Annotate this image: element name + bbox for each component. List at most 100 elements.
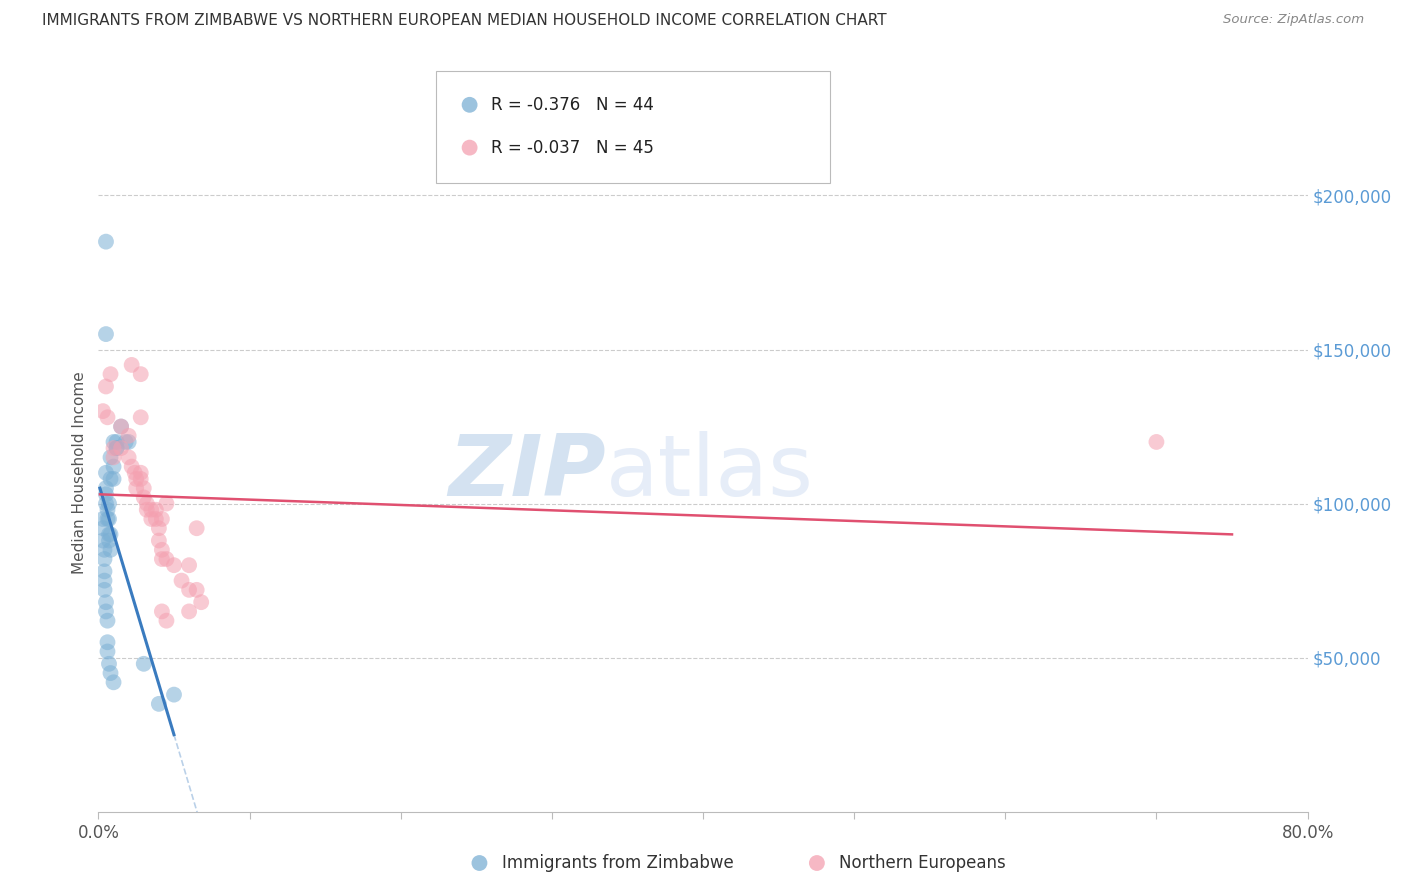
- Point: [100, 367, 122, 381]
- Point: [96, 502, 118, 516]
- Point: [98, 512, 121, 526]
- Text: Northern Europeans: Northern Europeans: [839, 855, 1007, 872]
- Point: [155, 552, 177, 566]
- Point: [186, 582, 208, 597]
- Point: [94, 595, 117, 609]
- Point: [94, 604, 117, 618]
- Text: IMMIGRANTS FROM ZIMBABWE VS NORTHERN EUROPEAN MEDIAN HOUSEHOLD INCOME CORRELATIO: IMMIGRANTS FROM ZIMBABWE VS NORTHERN EUR…: [42, 13, 887, 29]
- Point: [150, 552, 173, 566]
- Point: [105, 434, 128, 449]
- Point: [103, 434, 125, 449]
- Point: [1144, 434, 1167, 449]
- Point: [100, 666, 122, 681]
- Point: [103, 675, 125, 690]
- Point: [155, 614, 177, 628]
- Point: [148, 697, 170, 711]
- Point: [100, 450, 122, 465]
- Point: [190, 595, 212, 609]
- Point: [132, 491, 155, 505]
- Text: Source: ZipAtlas.com: Source: ZipAtlas.com: [1223, 13, 1364, 27]
- Point: [91, 404, 114, 418]
- Point: [96, 614, 118, 628]
- Point: [100, 472, 122, 486]
- Point: [150, 542, 173, 557]
- Point: [121, 358, 143, 372]
- Point: [96, 410, 118, 425]
- Point: [105, 441, 128, 455]
- Point: [94, 379, 117, 393]
- Point: [93, 582, 115, 597]
- Point: [132, 657, 155, 671]
- Point: [806, 856, 828, 871]
- Point: [186, 521, 208, 535]
- Point: [124, 466, 146, 480]
- Point: [103, 441, 125, 455]
- Point: [150, 512, 173, 526]
- Point: [150, 604, 173, 618]
- Point: [458, 140, 481, 155]
- Point: [94, 235, 117, 249]
- Point: [94, 327, 117, 342]
- Point: [170, 574, 193, 588]
- Point: [103, 459, 125, 474]
- Point: [148, 533, 170, 548]
- Point: [98, 533, 121, 548]
- Point: [141, 512, 163, 526]
- Point: [141, 502, 163, 516]
- Point: [155, 497, 177, 511]
- Point: [96, 635, 118, 649]
- Point: [98, 527, 121, 541]
- Point: [125, 472, 148, 486]
- Text: Immigrants from Zimbabwe: Immigrants from Zimbabwe: [502, 855, 734, 872]
- Point: [93, 552, 115, 566]
- Point: [103, 450, 125, 465]
- Point: [118, 450, 141, 465]
- Text: R = -0.037   N = 45: R = -0.037 N = 45: [491, 139, 654, 157]
- Point: [94, 487, 117, 501]
- Point: [118, 429, 141, 443]
- Text: ZIP: ZIP: [449, 431, 606, 515]
- Point: [132, 481, 155, 495]
- Point: [468, 856, 491, 871]
- Point: [93, 542, 115, 557]
- Point: [125, 481, 148, 495]
- Point: [96, 644, 118, 658]
- Point: [179, 604, 201, 618]
- Point: [93, 574, 115, 588]
- Point: [91, 533, 114, 548]
- Point: [179, 582, 201, 597]
- Point: [129, 466, 152, 480]
- Point: [129, 410, 152, 425]
- Point: [145, 502, 167, 516]
- Point: [105, 441, 128, 455]
- Point: [91, 521, 114, 535]
- Point: [163, 558, 186, 573]
- Point: [135, 502, 157, 516]
- Point: [114, 434, 136, 449]
- Point: [100, 542, 122, 557]
- Point: [93, 565, 115, 579]
- Point: [179, 558, 201, 573]
- Point: [458, 97, 481, 112]
- Text: R = -0.376   N = 44: R = -0.376 N = 44: [491, 96, 654, 114]
- Point: [94, 497, 117, 511]
- Point: [129, 367, 152, 381]
- Point: [94, 481, 117, 495]
- Point: [98, 497, 121, 511]
- Text: atlas: atlas: [606, 431, 814, 515]
- Point: [129, 472, 152, 486]
- Point: [135, 497, 157, 511]
- Point: [163, 688, 186, 702]
- Point: [118, 434, 141, 449]
- Point: [98, 657, 121, 671]
- Point: [148, 521, 170, 535]
- Point: [110, 419, 132, 434]
- Point: [100, 527, 122, 541]
- Point: [145, 512, 167, 526]
- Point: [121, 459, 143, 474]
- Y-axis label: Median Household Income: Median Household Income: [72, 371, 87, 574]
- Point: [91, 512, 114, 526]
- Point: [110, 441, 132, 455]
- Point: [103, 472, 125, 486]
- Point: [110, 419, 132, 434]
